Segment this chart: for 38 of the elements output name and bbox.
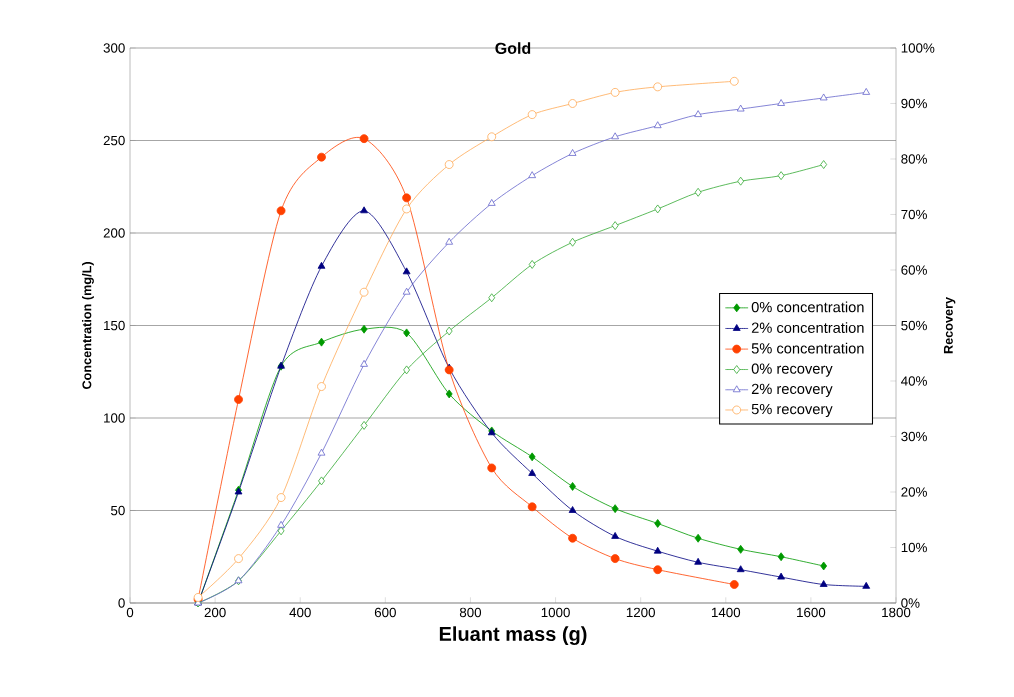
y-tick-label: 100 — [104, 413, 125, 423]
legend-label: 5% recovery — [751, 403, 833, 418]
y-tick-label: 50 — [111, 505, 125, 516]
y-tick-label: 0 — [118, 598, 125, 608]
y-tick-label: 300 — [103, 43, 125, 53]
y2-tick-label: 70% — [901, 209, 927, 220]
y2-axis-title: Recovery — [943, 297, 956, 354]
x-tick-label: 1600 — [797, 607, 826, 618]
y2-tick-label: 90% — [901, 98, 927, 109]
x-tick-label: 1400 — [711, 607, 741, 618]
x-tick-label: 1800 — [882, 607, 911, 618]
y-tick-label: 200 — [103, 228, 125, 238]
y2-tick-label: 80% — [901, 154, 927, 164]
legend-label: 0% concentration — [751, 301, 864, 313]
y2-tick-label: 100% — [901, 43, 935, 53]
x-tick-label: 600 — [374, 607, 396, 618]
x-tick-label: 400 — [289, 607, 311, 618]
y2-tick-label: 50% — [901, 320, 927, 331]
x-tick-label: 200 — [204, 607, 226, 618]
legend-label: 5% concentration — [751, 342, 864, 354]
x-axis-title: Eluant mass (g) — [439, 626, 587, 646]
chart-title: Gold — [495, 42, 531, 54]
x-tick-label: 1000 — [541, 607, 570, 618]
y2-tick-label: 0% — [901, 598, 920, 608]
x-tick-label: 1200 — [626, 607, 655, 618]
y-tick-label: 250 — [103, 135, 125, 146]
legend-label: 2% recovery — [751, 383, 833, 397]
legend-label: 0% recovery — [751, 363, 833, 377]
legend-label: 2% concentration — [751, 322, 864, 333]
y-axis-title: Concentration (mg/L) — [82, 262, 94, 390]
y2-tick-label: 40% — [901, 376, 927, 386]
y2-tick-label: 60% — [901, 265, 927, 275]
y-tick-label: 150 — [104, 320, 125, 331]
x-tick-label: 800 — [459, 607, 482, 618]
y2-tick-label: 30% — [901, 431, 927, 442]
x-tick-label: 0 — [126, 607, 134, 618]
y2-tick-label: 10% — [901, 542, 927, 553]
y2-tick-label: 20% — [901, 487, 927, 497]
